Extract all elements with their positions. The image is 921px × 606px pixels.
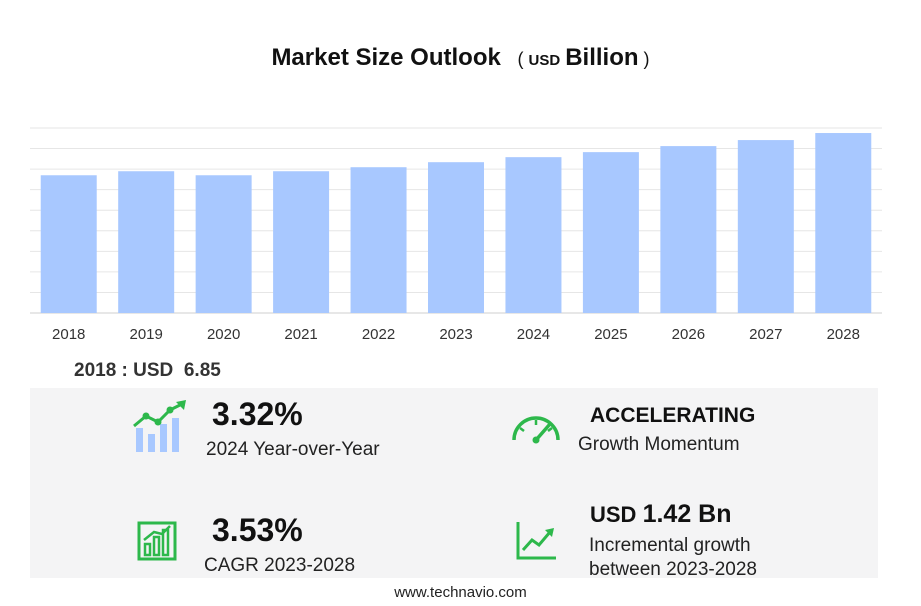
yoy-stat: 3.32% <box>212 396 303 433</box>
bar-2028 <box>815 133 872 313</box>
x-tick-label-2025: 2025 <box>594 326 627 343</box>
x-tick-label-2023: 2023 <box>439 326 472 343</box>
x-tick-label-2020: 2020 <box>207 326 240 343</box>
base-year-value: 2018 : USD 6.85 <box>74 360 221 381</box>
cagr-value: 3.53% <box>212 512 303 548</box>
title-unit: ( USD Billion ) <box>517 44 650 71</box>
x-tick-label-2028: 2028 <box>827 326 860 343</box>
cagr-label: CAGR 2023-2028 <box>204 555 356 576</box>
speedometer-icon <box>512 416 560 444</box>
yoy-value: 3.32% <box>212 396 303 432</box>
incremental-label-2: between 2023-2028 <box>589 559 757 580</box>
bar-2024 <box>505 157 562 313</box>
chart-title: Market Size Outlook ( USD Billion ) <box>0 44 921 72</box>
bar-2018 <box>40 175 97 313</box>
bar-2022 <box>350 167 407 313</box>
bar-2026 <box>660 146 717 313</box>
yoy-label: 2024 Year-over-Year <box>206 439 380 460</box>
x-tick-label-2027: 2027 <box>749 326 782 343</box>
x-tick-label-2021: 2021 <box>284 326 317 343</box>
bar-2027 <box>737 140 794 313</box>
bar-chart-icon <box>137 521 177 561</box>
x-tick-label-2018: 2018 <box>52 326 85 343</box>
incremental-label-1: Incremental growth <box>589 535 751 556</box>
x-tick-label-2024: 2024 <box>517 326 550 343</box>
x-tick-label-2019: 2019 <box>129 326 162 343</box>
footer-url[interactable]: www.technavio.com <box>394 584 527 601</box>
bar-2021 <box>273 171 330 313</box>
stats-panel <box>30 388 878 578</box>
bar-2023 <box>428 162 484 313</box>
title-main: Market Size Outlook <box>271 44 501 71</box>
momentum-value: ACCELERATING <box>590 404 756 427</box>
incremental-value: USD 1.42 Bn <box>590 500 732 528</box>
trend-line-icon <box>516 522 556 560</box>
bar-chart: 2018 2019 2020 2021 2022 2023 2024 2025 2026 2027… <box>30 127 882 343</box>
bar-2019 <box>118 171 175 313</box>
momentum-label: Growth Momentum <box>578 434 740 455</box>
bar-2025 <box>582 152 639 313</box>
bar-2020 <box>195 175 252 313</box>
growth-chart-icon <box>133 400 186 452</box>
x-tick-label-2022: 2022 <box>362 326 395 343</box>
x-tick-label-2026: 2026 <box>672 326 705 343</box>
